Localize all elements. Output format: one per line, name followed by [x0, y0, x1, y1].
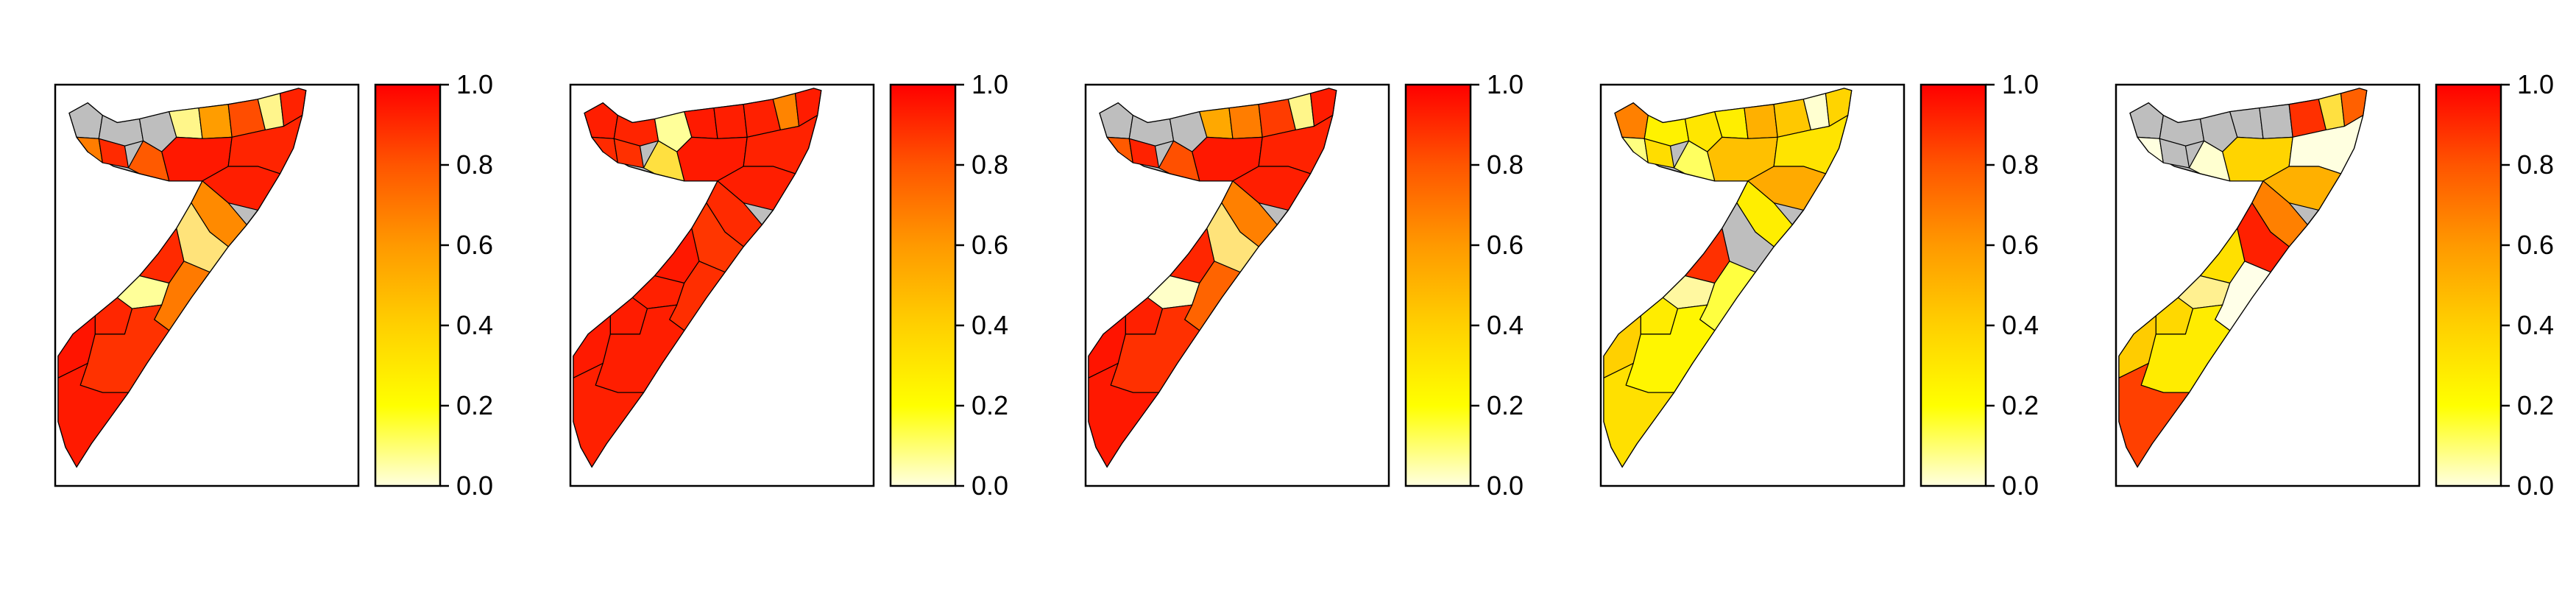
- district-region: [127, 140, 170, 182]
- district-region: [1099, 102, 1133, 139]
- district-region: [1744, 104, 1778, 139]
- map-panel-4: 0.0 0.2 0.4 0.6 0.8 1.0: [1599, 69, 2039, 501]
- colorbar-tick-label: 1.0: [456, 69, 493, 99]
- district-region: [2118, 362, 2190, 468]
- district-region: [1621, 136, 1649, 163]
- district-region: [68, 102, 103, 139]
- colorbar-tick-label: 0.8: [2002, 149, 2039, 180]
- district-region: [584, 102, 618, 139]
- map-panel-5: 0.0 0.2 0.4 0.6 0.8 1.0: [2115, 69, 2554, 501]
- colorbar-tick-label: 0.4: [456, 310, 493, 340]
- map-frame: [2115, 83, 2421, 487]
- colorbar-tick-label: 0.4: [2002, 310, 2039, 340]
- somalia-map: [57, 88, 307, 468]
- colorbar-tick-label: 0.0: [456, 470, 493, 501]
- colorbar-tick-label: 0.8: [456, 149, 493, 180]
- colorbar-tick-label: 0.6: [456, 230, 493, 260]
- map-frame: [1084, 83, 1390, 487]
- colorbar-tick-label: 0.2: [2002, 390, 2039, 420]
- somalia-map: [2118, 88, 2368, 468]
- colorbar-tick-label: 0.0: [2517, 470, 2554, 501]
- district-region: [1158, 140, 1200, 182]
- colorbar-tick-label: 0.0: [972, 470, 1008, 501]
- colorbar-tick-label: 0.4: [972, 310, 1008, 340]
- colorbar-tick-label: 0.4: [2517, 310, 2554, 340]
- district-region: [1603, 362, 1675, 468]
- map-panel-2: 0.0 0.2 0.4 0.6 0.8 1.0: [569, 69, 1008, 501]
- district-region: [1673, 140, 1716, 182]
- district-region: [1088, 362, 1160, 468]
- colorbar-tick-label: 0.6: [972, 230, 1008, 260]
- district-region: [713, 104, 748, 139]
- colorbar: [2435, 83, 2502, 487]
- colorbar-tick-label: 0.2: [456, 390, 493, 420]
- colorbar-tick-label: 0.0: [2002, 470, 2039, 501]
- district-region: [1614, 102, 1649, 139]
- colorbar-tick-label: 0.8: [2517, 149, 2554, 180]
- district-region: [2259, 104, 2293, 139]
- colorbar-tick-label: 0.6: [2517, 230, 2554, 260]
- colorbar: [1404, 83, 1472, 487]
- district-region: [57, 362, 130, 468]
- district-region: [2188, 140, 2231, 182]
- district-region: [643, 140, 685, 182]
- colorbar-tick-label: 0.4: [1487, 310, 1524, 340]
- colorbar-tick-label: 0.2: [2517, 390, 2554, 420]
- somalia-map: [573, 88, 822, 468]
- colorbar-tick-label: 0.2: [972, 390, 1008, 420]
- map-panel-3: 0.0 0.2 0.4 0.6 0.8 1.0: [1084, 69, 1524, 501]
- district-region: [573, 362, 645, 468]
- colorbar-tick-label: 0.2: [1487, 390, 1524, 420]
- district-region: [591, 136, 618, 163]
- colorbar-tick-label: 1.0: [2517, 69, 2554, 99]
- colorbar: [1919, 83, 1987, 487]
- colorbar-tick-label: 0.0: [1487, 470, 1524, 501]
- colorbar-tick-label: 0.6: [2002, 230, 2039, 260]
- colorbar-tick-label: 1.0: [972, 69, 1008, 99]
- map-frame: [54, 83, 360, 487]
- colorbar-tick-label: 1.0: [1487, 69, 1524, 99]
- somalia-map: [1603, 88, 1853, 468]
- somalia-map: [1088, 88, 1337, 468]
- district-region: [2137, 136, 2164, 163]
- district-region: [2129, 102, 2164, 139]
- map-frame: [1599, 83, 1906, 487]
- colorbar-tick-label: 0.6: [1487, 230, 1524, 260]
- map-panel-1: 0.0 0.2 0.4 0.6 0.8 1.0: [54, 69, 493, 501]
- district-region: [76, 136, 103, 163]
- district-region: [1228, 104, 1263, 139]
- colorbar: [374, 83, 442, 487]
- district-region: [1106, 136, 1133, 163]
- map-frame: [569, 83, 875, 487]
- colorbar-tick-label: 0.8: [972, 149, 1008, 180]
- colorbar-tick-label: 1.0: [2002, 69, 2039, 99]
- district-region: [198, 104, 233, 139]
- colorbar: [889, 83, 957, 487]
- colorbar-tick-label: 0.8: [1487, 149, 1524, 180]
